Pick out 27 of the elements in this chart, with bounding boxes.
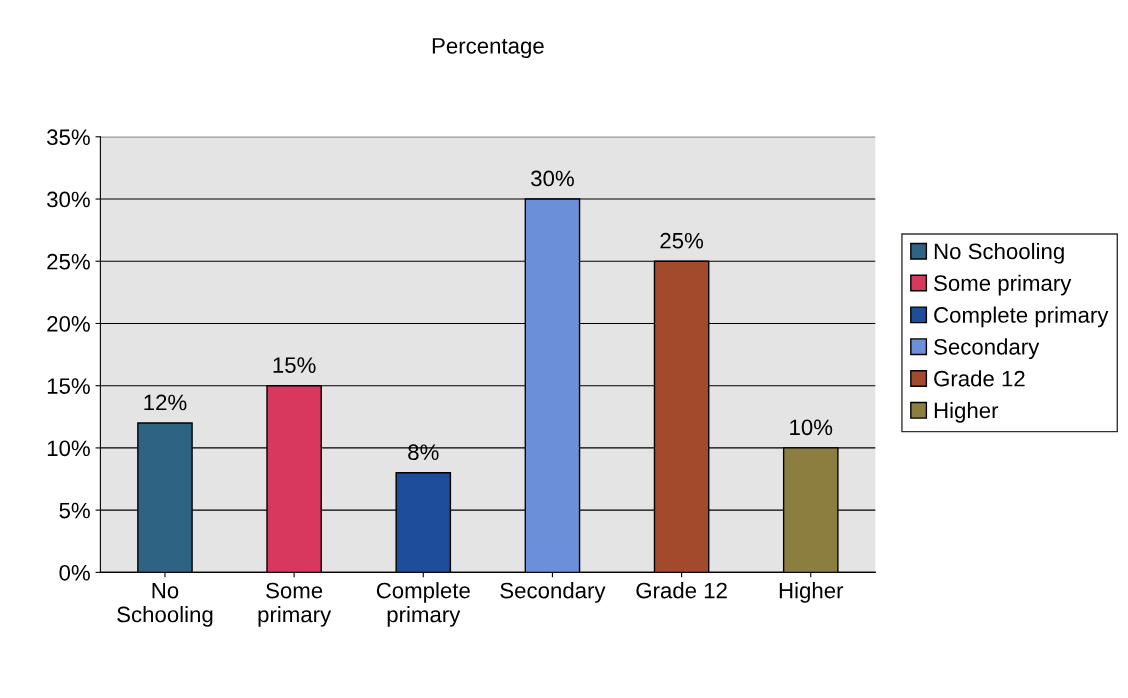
legend-label: Secondary (934, 338, 1040, 360)
y-tick-label: 35% (47, 129, 90, 146)
x-tick-label: Higher (779, 582, 844, 603)
legend-label: Complete primary (934, 306, 1109, 328)
data-label: 12% (144, 394, 187, 411)
y-tick-label: 30% (47, 191, 90, 208)
y-tick-label: 10% (47, 440, 90, 457)
x-tick-label: Some primary (258, 582, 332, 627)
y-tick-label: 0% (59, 564, 90, 581)
data-label: 15% (273, 357, 316, 373)
chart-title: Percentage (432, 38, 544, 59)
legend-label: Some primary (934, 274, 1072, 296)
y-tick-label: 25% (47, 253, 90, 270)
y-tick-label: 15% (47, 378, 90, 394)
y-tick-label: 5% (59, 502, 90, 519)
legend-label: Grade 12 (934, 370, 1025, 387)
data-label: 8% (408, 444, 439, 461)
data-label: 10% (790, 419, 833, 436)
data-label: 25% (660, 232, 704, 249)
y-tick-label: 20% (47, 316, 90, 332)
x-tick-label: Complete primary (376, 582, 470, 627)
data-label: 30% (531, 170, 574, 187)
legend-label: Higher (934, 402, 999, 423)
x-tick-label: Secondary (500, 582, 606, 603)
legend-label: No Schooling (934, 242, 1064, 264)
x-tick-label: No Schooling (117, 582, 213, 627)
x-tick-label: Grade 12 (636, 582, 727, 599)
